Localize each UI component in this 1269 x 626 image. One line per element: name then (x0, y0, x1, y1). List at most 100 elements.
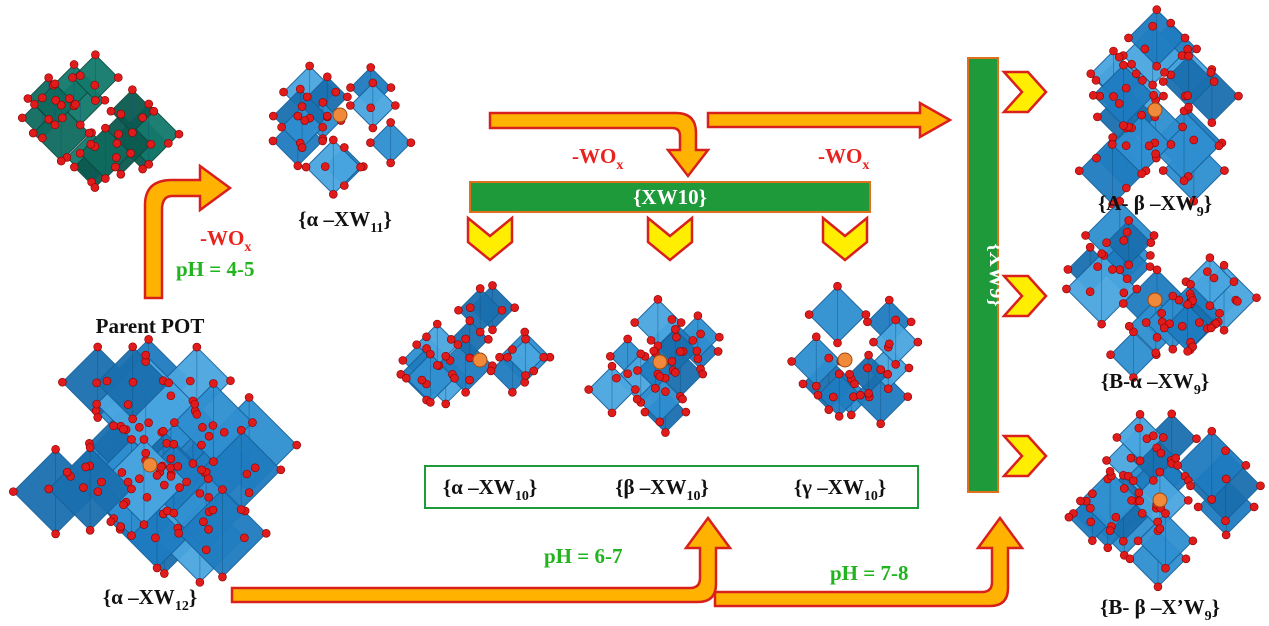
oxygen-atom (58, 113, 67, 123)
oxygen-atom (123, 400, 133, 409)
oxygen-atom (1149, 476, 1158, 485)
ph-label: pH = 4-5 (176, 257, 254, 281)
label-main: {B- β –X’W (1100, 595, 1205, 619)
oxygen-atom (1151, 149, 1160, 159)
oxygen-atom (1207, 426, 1217, 436)
oxygen-atom (295, 84, 305, 94)
oxygen-atom (406, 138, 416, 148)
oxygen-atom (279, 87, 288, 97)
oxygen-atom (1234, 91, 1243, 101)
oxygen-atom (106, 517, 116, 526)
arrow-right (706, 100, 953, 140)
oxygen-atom (1114, 99, 1124, 108)
oxygen-atom (128, 85, 137, 94)
oxygen-atom (208, 505, 218, 515)
oxygen-atom (1166, 140, 1176, 149)
label-end: } (700, 475, 708, 499)
label-sub: 10 (515, 489, 529, 504)
oxygen-atom (1106, 350, 1115, 360)
oxygen-atom (1109, 92, 1118, 101)
oxygen-atom (203, 474, 213, 483)
oxygen-atom (1135, 410, 1145, 419)
oxygen-atom (432, 319, 442, 329)
oxygen-atom (44, 115, 53, 124)
oxygen-atom (1158, 166, 1168, 175)
oxygen-atom (112, 139, 122, 148)
oxygen-atom (144, 335, 153, 344)
oxygen-atom (1122, 227, 1132, 237)
oxygen-atom (1178, 122, 1187, 132)
heteroatom (1147, 102, 1163, 118)
oxygen-atom (141, 448, 151, 458)
heteroatom (1147, 292, 1163, 308)
oxygen-atom (1183, 300, 1192, 309)
oxygen-atom (175, 483, 184, 492)
oxygen-atom (1215, 308, 1224, 318)
oxygen-atom (1221, 530, 1231, 540)
oxygen-atom (1111, 512, 1121, 522)
oxygen-atom (93, 487, 103, 496)
oxygen-atom (1137, 169, 1146, 179)
oxygen-atom (693, 311, 703, 321)
oxygen-atom (1159, 323, 1169, 333)
oxygen-atom (226, 376, 235, 386)
oxygen-atom (678, 394, 687, 404)
oxygen-atom (138, 113, 147, 122)
oxygen-atom (297, 102, 307, 111)
oxygen-atom (75, 148, 85, 158)
oxygen-atom (51, 95, 60, 105)
chevrons (466, 70, 1048, 478)
oxygen-atom (1149, 231, 1159, 240)
oxygen-atom (331, 87, 341, 97)
oxygen-atom (1097, 319, 1106, 329)
oxygen-atom (51, 529, 60, 539)
oxygen-atom (422, 332, 431, 342)
oxygen-atom (204, 431, 214, 441)
oxygen-atom (356, 162, 365, 172)
oxygen-atom (488, 281, 497, 290)
label-sub: x (244, 240, 251, 255)
oxygen-atom (322, 111, 332, 121)
oxygen-atom (1091, 76, 1101, 85)
chevron-right (1001, 70, 1048, 114)
bar-label: {XW10} (633, 185, 707, 209)
oxygen-atom (276, 465, 286, 475)
oxygen-atom (696, 329, 705, 339)
cluster (268, 61, 416, 199)
oxygen-atom (346, 83, 355, 92)
oxygen-atom (1145, 262, 1155, 271)
oxygen-atom (366, 103, 376, 113)
process-label: -WOx (572, 144, 623, 173)
label-main: {α –XW (103, 585, 175, 609)
oxygen-atom (605, 352, 615, 361)
oxygen-atom (461, 388, 470, 397)
oxygen-atom (300, 116, 310, 125)
oxygen-atom (1137, 110, 1146, 120)
chevron-right (1001, 434, 1048, 478)
oxygen-atom (1180, 33, 1190, 43)
cluster (787, 281, 923, 429)
oxygen-atom (904, 363, 914, 373)
oxygen-atom (201, 545, 211, 555)
oxygen-atom (649, 346, 659, 356)
oxygen-atom (607, 361, 617, 371)
oxygen-atom (92, 378, 101, 388)
oxygen-atom (432, 360, 442, 370)
oxygen-atom (301, 162, 311, 172)
oxygen-atom (713, 347, 723, 356)
label-end: } (1204, 191, 1212, 215)
oxygen-atom (174, 528, 183, 538)
oxygen-atom (640, 407, 650, 417)
oxygen-atom (197, 440, 206, 450)
oxygen-atom (667, 356, 677, 366)
oxygen-atom (486, 366, 496, 376)
label-sub: 12 (175, 599, 189, 614)
oxygen-atom (1088, 90, 1098, 100)
oxygen-atom (23, 94, 33, 103)
oxygen-atom (1064, 512, 1074, 522)
oxygen-atom (90, 183, 100, 192)
oxygen-atom (461, 334, 470, 344)
oxygen-atom (623, 369, 632, 379)
oxygen-atom (328, 190, 338, 199)
